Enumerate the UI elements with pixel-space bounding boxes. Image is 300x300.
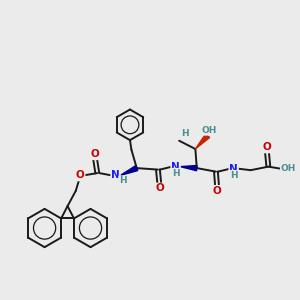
Text: O: O bbox=[155, 183, 164, 194]
Polygon shape bbox=[120, 166, 138, 176]
Text: H: H bbox=[230, 171, 238, 180]
Text: N: N bbox=[111, 170, 120, 181]
Text: N: N bbox=[171, 162, 180, 172]
Polygon shape bbox=[180, 166, 197, 171]
Text: O: O bbox=[76, 170, 85, 181]
Polygon shape bbox=[195, 134, 210, 149]
Text: H: H bbox=[172, 169, 180, 178]
Text: OH: OH bbox=[202, 126, 217, 135]
Text: H: H bbox=[181, 129, 189, 138]
Text: O: O bbox=[91, 149, 99, 159]
Text: N: N bbox=[229, 164, 238, 174]
Text: O: O bbox=[213, 186, 221, 196]
Text: O: O bbox=[262, 142, 271, 152]
Text: OH: OH bbox=[281, 164, 296, 173]
Text: H: H bbox=[119, 176, 127, 185]
